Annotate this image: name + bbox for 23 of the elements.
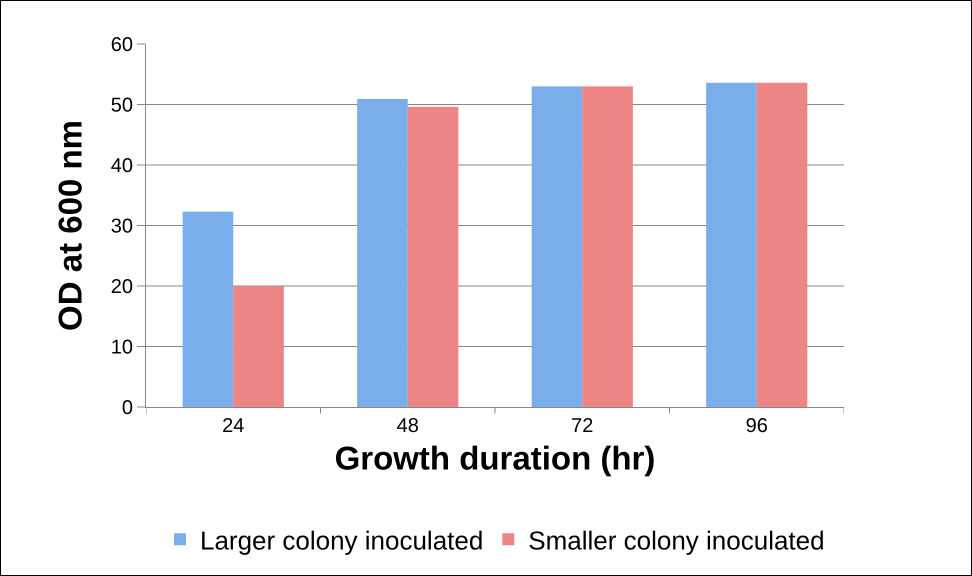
y-tick-label: 30 (110, 216, 133, 238)
bar (357, 99, 408, 407)
legend-label: Smaller colony inoculated (528, 525, 825, 556)
x-axis-title: Growth duration (hr) (334, 440, 656, 477)
bar (582, 86, 633, 407)
x-tick-label: 48 (396, 415, 419, 437)
y-tick-label: 40 (110, 155, 133, 177)
bar (532, 86, 582, 407)
x-tick-label: 72 (571, 415, 594, 437)
bar (233, 286, 284, 407)
y-tick-label: 60 (110, 34, 133, 56)
x-tick-label: 24 (222, 415, 244, 437)
bar (408, 106, 458, 407)
y-tick-label: 50 (110, 94, 133, 116)
y-axis-title: OD at 600 nm (52, 120, 89, 331)
bar (182, 212, 234, 407)
bar (706, 82, 757, 407)
legend-label: Larger colony inoculated (200, 525, 484, 556)
y-tick-label: 0 (122, 397, 133, 419)
y-tick-label: 20 (110, 276, 133, 298)
bar (756, 82, 808, 407)
x-tick-label: 96 (746, 415, 768, 437)
y-tick-label: 10 (110, 336, 133, 358)
